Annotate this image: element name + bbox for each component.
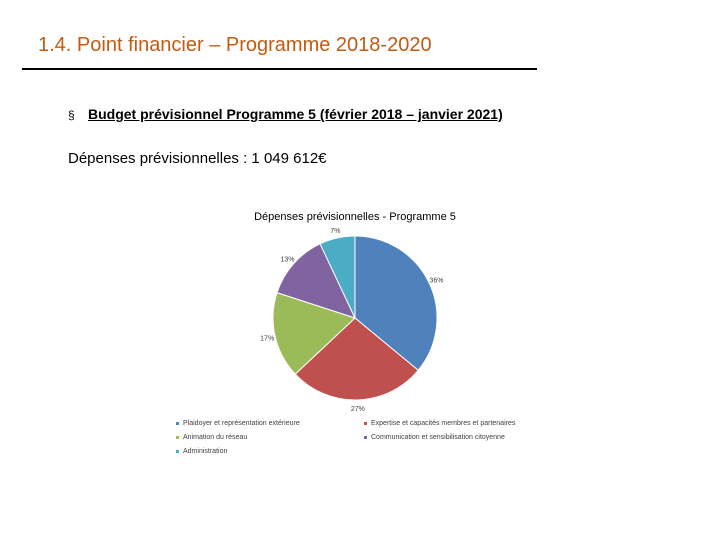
slice-label-0: 36% [429,278,443,285]
total-expenses: Dépenses prévisionnelles : 1 049 612€ [68,150,327,167]
legend-item: Expertise et capacités membres et parten… [364,420,594,427]
legend-label: Animation du réseau [183,434,248,441]
legend-label: Expertise et capacités membres et parten… [371,420,516,427]
pie-slice-1 [294,317,419,401]
legend-swatch [176,422,179,425]
chart-title: Dépenses prévisionnelles - Programme 5 [254,211,456,223]
legend-item: Plaidoyer et représentation extérieure [176,420,364,427]
title-divider [22,68,537,70]
legend-swatch [364,422,367,425]
legend-item: Communication et sensibilisation citoyen… [364,434,594,441]
bullet-text: Budget prévisionnel Programme 5 (février… [88,106,503,122]
slice-label-2: 17% [260,336,274,343]
legend-swatch [364,436,367,439]
bullet-marker: § [68,108,75,122]
bullet-item: § Budget prévisionnel Programme 5 (févrie… [68,106,503,122]
legend-label: Communication et sensibilisation citoyen… [371,434,505,441]
pie-slice-3 [276,243,356,319]
legend-label: Administration [183,448,228,455]
legend-item: Administration [176,448,364,455]
slice-label-1: 27% [351,406,365,413]
title-text: Point financier – Programme 2018-2020 [76,34,432,56]
title-number: 1.4. [38,34,72,56]
pie-slice-0 [354,235,438,371]
legend-item: Animation du réseau [176,434,364,441]
slice-label-3: 13% [280,256,294,263]
pie-slice-2 [272,292,356,375]
legend-label: Plaidoyer et représentation extérieure [183,420,300,427]
legend-swatch [176,450,179,453]
slide-title: 1.4. Point financier – Programme 2018-20… [38,34,432,57]
legend-swatch [176,436,179,439]
pie-slice-4 [319,235,356,319]
slice-label-4: 7% [330,228,340,235]
chart-legend: Plaidoyer et représentation extérieure Ex… [176,420,596,455]
